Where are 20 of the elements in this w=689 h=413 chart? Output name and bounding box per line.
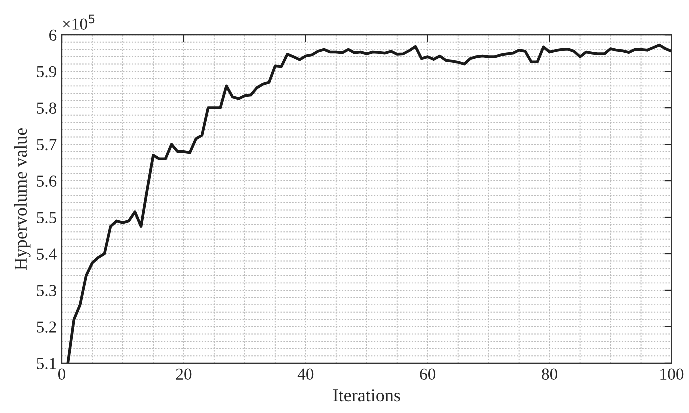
- text: ×10$^{5}$: [63, 14, 95, 30]
- y-tick-label: 5.4: [37, 248, 57, 260]
- y-tick-label: 6: [50, 30, 57, 42]
- x-tick-label: 20: [176, 368, 192, 380]
- x-tick-label: 80: [542, 368, 558, 380]
- x-tick-label: 0: [58, 368, 66, 380]
- x-tick-label: 100: [660, 368, 684, 380]
- y-tick-label: 5.6: [37, 176, 57, 188]
- y-tick-label: 5.7: [37, 139, 57, 151]
- y-tick-label: 5.1: [37, 358, 56, 370]
- y-tick-label: 5.8: [37, 102, 57, 114]
- x-axis-title: Iterations: [333, 390, 400, 402]
- line-series: [66, 44, 672, 364]
- y-axis-title: Hypervolume value: [14, 128, 31, 270]
- y-tick-label: 5.9: [37, 66, 56, 78]
- x-tick-label: 40: [298, 368, 314, 380]
- y-tick-label: 5.5: [37, 212, 56, 224]
- y-tick-label: 5.2: [37, 322, 56, 333]
- x-tick-label: 60: [420, 368, 436, 380]
- y-tick-label: 5.3: [37, 285, 56, 296]
